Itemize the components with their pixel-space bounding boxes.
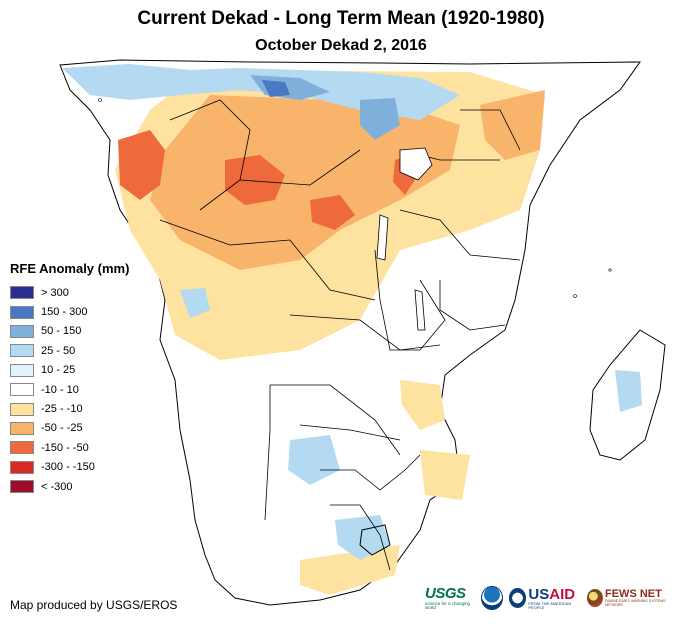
dry-patch <box>118 130 165 200</box>
legend-swatch <box>10 402 34 416</box>
legend-label: -50 - -25 <box>41 422 83 435</box>
island <box>608 268 612 272</box>
legend-row: -300 - -150 <box>10 458 150 477</box>
island <box>98 98 102 102</box>
legend-row: 150 - 300 <box>10 302 150 321</box>
lake-victoria <box>399 147 433 181</box>
madagascar-wet-patch <box>615 370 642 412</box>
legend-row: 10 - 25 <box>10 361 150 380</box>
wet-patch <box>335 515 390 560</box>
lesotho-outline <box>359 524 391 556</box>
legend-swatch <box>10 441 34 455</box>
dry-anomaly-layer <box>115 70 545 595</box>
legend-swatch <box>10 480 34 494</box>
fews-net-logo: FEWS NET FAMINE EARLY WARNING SYSTEMS NE… <box>587 589 675 607</box>
dry-patch <box>150 95 460 270</box>
legend-row: 50 - 150 <box>10 322 150 341</box>
legend-row: > 300 <box>10 283 150 302</box>
dry-patch <box>480 90 545 160</box>
legend-items: > 300 150 - 300 50 - 150 25 - 50 10 - 25 -10 … <box>10 283 150 496</box>
legend-swatch <box>10 305 34 319</box>
legend-swatch <box>10 363 34 377</box>
legend-label: 10 - 25 <box>41 364 76 377</box>
legend-label: -300 - -150 <box>41 461 95 474</box>
legend-swatch <box>10 460 34 474</box>
dry-patch <box>420 450 470 500</box>
logo-strip: USGS science for a changing world USAID … <box>425 583 675 613</box>
map-subtitle: October Dekad 2, 2016 <box>255 37 427 54</box>
legend-label: 150 - 300 <box>41 306 88 319</box>
noaa-logo-icon <box>481 586 503 610</box>
lake-malawi <box>414 289 426 331</box>
legend-row: -10 - 10 <box>10 380 150 399</box>
legend-swatch <box>10 383 34 397</box>
dry-patch <box>310 195 355 230</box>
wet-patch <box>360 98 400 140</box>
usaid-seal-icon <box>508 588 527 608</box>
dry-patch <box>300 545 400 595</box>
legend-label: 25 - 50 <box>41 344 76 357</box>
legend-label: > 300 <box>41 286 69 299</box>
legend-label: -10 - 10 <box>41 383 79 396</box>
legend-row: 25 - 50 <box>10 341 150 360</box>
legend-row: -150 - -50 <box>10 438 150 457</box>
legend-swatch <box>10 344 34 358</box>
legend-label: -150 - -50 <box>41 441 89 454</box>
wet-patch <box>288 435 340 485</box>
legend-swatch <box>10 324 34 338</box>
legend-title: RFE Anomaly (mm) <box>10 261 130 276</box>
country-borders <box>159 99 521 571</box>
island <box>573 294 577 298</box>
dry-patch <box>400 380 445 430</box>
lake-tanganyika <box>376 214 389 261</box>
legend-row: -50 - -25 <box>10 419 150 438</box>
legend: RFE Anomaly (mm) > 300 150 - 300 50 - 150 2… <box>10 261 150 496</box>
map-credit: Map produced by USGS/EROS <box>10 598 178 612</box>
legend-swatch <box>10 286 34 300</box>
fews-globe-icon <box>587 589 603 607</box>
dry-patch <box>225 155 285 205</box>
usaid-logo: USAID FROM THE AMERICAN PEOPLE <box>508 587 581 610</box>
legend-row: -25 - -10 <box>10 399 150 418</box>
legend-label: < -300 <box>41 480 73 493</box>
legend-row: < -300 <box>10 477 150 496</box>
legend-label: -25 - -10 <box>41 403 83 416</box>
map-title: Current Dekad - Long Term Mean (1920-198… <box>137 8 545 29</box>
legend-label: 50 - 150 <box>41 325 82 338</box>
wet-patch <box>262 80 290 97</box>
legend-swatch <box>10 421 34 435</box>
usgs-logo: USGS science for a changing world <box>425 584 471 610</box>
wet-patch <box>180 288 210 318</box>
